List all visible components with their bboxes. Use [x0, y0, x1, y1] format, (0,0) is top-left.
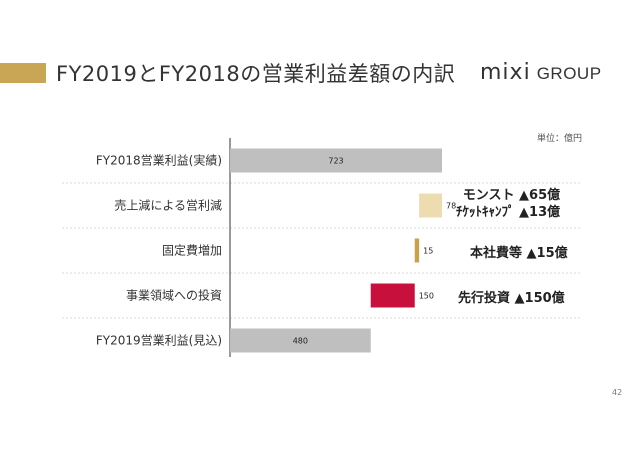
logo-sub: GROUP	[536, 64, 602, 83]
category-label: 固定費増加	[162, 243, 222, 258]
title-accent-bar	[0, 63, 46, 83]
bar-4	[230, 328, 371, 353]
category-label: FY2018営業利益(実績)	[96, 153, 222, 168]
page-title: FY2019とFY2018の営業利益差額の内訳	[56, 62, 456, 86]
annotation-line: 先行投資 ▲150億	[458, 291, 565, 306]
unit-note: 単位：億円	[537, 134, 583, 144]
data-label: 723	[328, 157, 343, 166]
bar-3	[370, 283, 415, 308]
annotation-sales-decrease: モンスト ▲65億 ﾁｹｯﾄｷｬﾝﾌﾟ ▲13億	[456, 187, 560, 221]
bar-0	[230, 148, 442, 173]
data-label: 15	[423, 247, 433, 256]
company-logo: mixi GROUP	[480, 60, 602, 85]
logo-mark: mixi	[480, 60, 531, 85]
bar-2	[414, 238, 420, 263]
data-label: 78	[446, 202, 456, 211]
annotation-line: 本社費等 ▲15億	[470, 246, 568, 261]
annotation-line: モンスト ▲65億	[462, 188, 561, 203]
page-number: 42	[612, 388, 623, 397]
category-label: 事業領域への投資	[126, 288, 222, 303]
category-label: FY2019営業利益(見込)	[96, 334, 222, 348]
bar-1	[419, 193, 442, 218]
annotation-fixed-cost: 本社費等 ▲15億	[470, 242, 568, 261]
data-label: 480	[293, 337, 308, 346]
annotation-line: ﾁｹｯﾄｷｬﾝﾌﾟ ▲13億	[456, 205, 561, 220]
data-label: 150	[419, 292, 434, 301]
category-label: 売上減による営利減	[114, 198, 222, 213]
annotation-investment: 先行投資 ▲150億	[458, 287, 565, 306]
